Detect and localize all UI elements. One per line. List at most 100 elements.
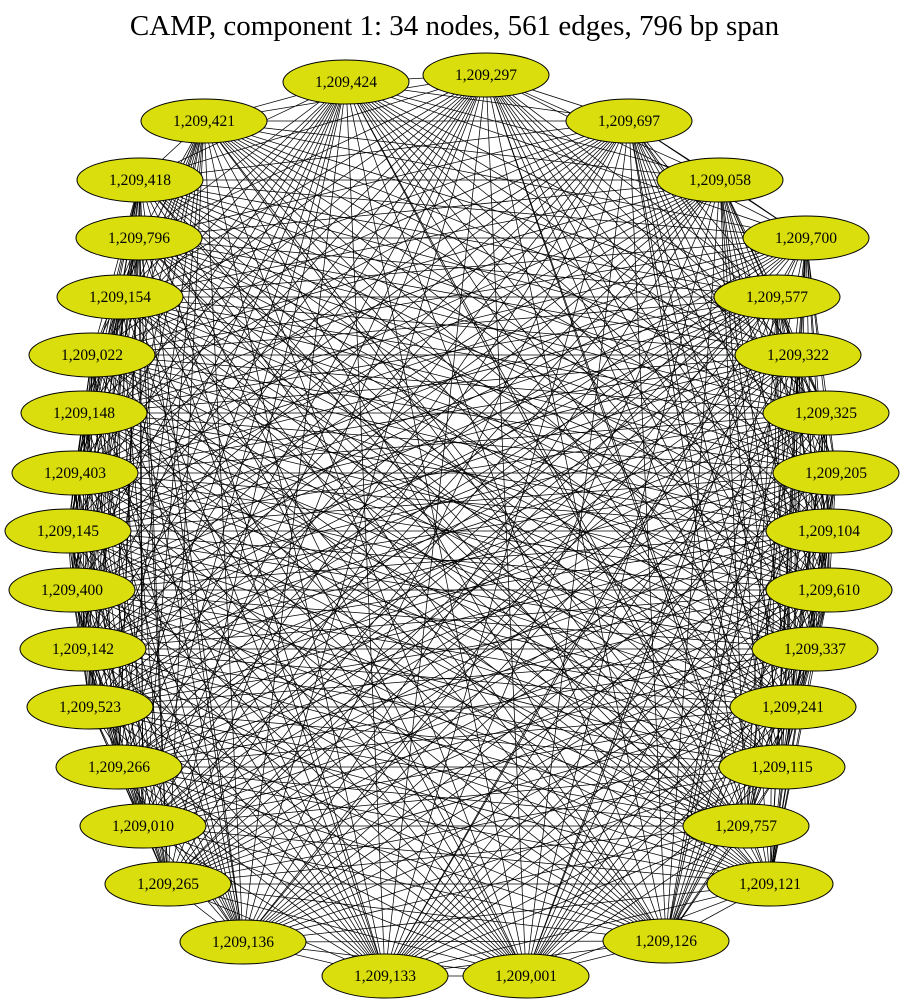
- graph-edge: [83, 412, 830, 591]
- graph-edge: [384, 883, 771, 977]
- graph-edge: [139, 179, 799, 356]
- graph-edge: [203, 120, 807, 239]
- node-ellipse: [462, 953, 590, 999]
- node-ellipse: [76, 157, 204, 203]
- node-label: 1,209,322: [767, 347, 829, 364]
- graph-edge: [83, 412, 783, 768]
- node-label: 1,209,700: [775, 230, 837, 247]
- node-label: 1,209,148: [53, 405, 115, 422]
- graph-edge: [82, 648, 771, 885]
- graph-node: 1,209,142: [19, 626, 147, 672]
- graph-edge: [83, 412, 527, 977]
- node-ellipse: [56, 274, 184, 320]
- graph-edge: [384, 237, 807, 977]
- graph-edge: [71, 589, 783, 768]
- graph-node: 1,209,757: [682, 803, 810, 849]
- graph-edge: [384, 296, 778, 977]
- graph-node: 1,209,145: [4, 508, 132, 554]
- graph-edge: [345, 81, 771, 885]
- graph-edge: [139, 179, 667, 942]
- node-label: 1,209,136: [212, 934, 274, 951]
- graph-edge: [203, 120, 244, 943]
- node-ellipse: [734, 332, 862, 378]
- graph-edge: [119, 237, 807, 298]
- node-ellipse: [765, 508, 893, 554]
- graph-edge: [138, 237, 799, 356]
- graph-edge: [167, 237, 807, 885]
- node-ellipse: [282, 59, 410, 105]
- graph-edge: [203, 120, 667, 942]
- graph-edge: [242, 883, 771, 943]
- node-label: 1,209,265: [137, 876, 199, 893]
- graph-node: 1,209,115: [718, 744, 846, 790]
- graph-edge: [74, 472, 244, 943]
- graph-edge: [628, 120, 747, 827]
- node-ellipse: [765, 567, 893, 613]
- node-ellipse: [4, 508, 132, 554]
- node-ellipse: [11, 450, 139, 496]
- graph-edge: [91, 354, 827, 414]
- graph-node: 1,209,058: [656, 157, 784, 203]
- node-ellipse: [321, 953, 449, 999]
- graph-edge: [89, 706, 667, 942]
- graph-edge: [118, 766, 386, 977]
- graph-edge: [384, 825, 747, 977]
- graph-edge: [139, 179, 386, 977]
- graph-edge: [118, 179, 721, 768]
- graph-edge: [83, 120, 630, 414]
- node-ellipse: [20, 390, 148, 436]
- graph-edge: [665, 179, 721, 942]
- graph-edge: [628, 120, 778, 298]
- graph-edge: [91, 354, 830, 591]
- graph-node: 1,209,322: [734, 332, 862, 378]
- node-ellipse: [75, 215, 203, 261]
- graph-edge: [203, 120, 830, 532]
- node-ellipse: [772, 450, 900, 496]
- graph-edge: [203, 120, 771, 885]
- graph-edge: [82, 648, 527, 977]
- node-label: 1,209,523: [59, 699, 121, 716]
- graph-edge: [485, 74, 830, 591]
- graph-node: 1,209,523: [26, 684, 154, 730]
- graph-edge: [74, 472, 830, 532]
- graph-edge: [769, 706, 794, 885]
- graph-edge: [345, 81, 830, 591]
- graph-edge: [242, 472, 837, 943]
- graph-edge: [74, 472, 527, 977]
- graph-edge: [71, 589, 771, 885]
- graph-edge: [71, 179, 721, 591]
- graph-node: 1,209,148: [20, 390, 148, 436]
- node-label: 1,209,058: [689, 172, 751, 189]
- graph-edge: [242, 766, 783, 943]
- edge-layer: [67, 74, 837, 977]
- graph-edge: [167, 766, 783, 885]
- graph-edge: [71, 589, 794, 708]
- graph-edge: [118, 766, 667, 942]
- node-ellipse: [656, 157, 784, 203]
- node-label: 1,209,337: [784, 641, 846, 658]
- node-ellipse: [79, 803, 207, 849]
- graph-edge: [138, 237, 830, 591]
- graph-edge: [74, 472, 667, 942]
- graph-edge: [91, 354, 667, 942]
- graph-node: 1,209,205: [772, 450, 900, 496]
- graph-edge: [167, 883, 667, 942]
- graph-edge: [82, 120, 630, 650]
- graph-node: 1,209,266: [55, 744, 183, 790]
- graph-edge: [138, 237, 794, 708]
- graph-edge: [89, 706, 771, 885]
- graph-edge: [74, 472, 84, 650]
- graph-edge: [82, 120, 205, 650]
- node-label: 1,209,022: [61, 347, 123, 364]
- graph-edge: [203, 120, 799, 356]
- graph-edge: [138, 237, 527, 977]
- graph-edge: [142, 825, 771, 885]
- node-label: 1,209,010: [112, 818, 174, 835]
- graph-edge: [139, 179, 816, 650]
- node-ellipse: [140, 98, 268, 144]
- graph-edge: [119, 296, 667, 942]
- graph-edge: [91, 354, 244, 943]
- graph-edge: [139, 74, 487, 181]
- graph-edge: [91, 354, 830, 532]
- graph-edge: [67, 530, 386, 977]
